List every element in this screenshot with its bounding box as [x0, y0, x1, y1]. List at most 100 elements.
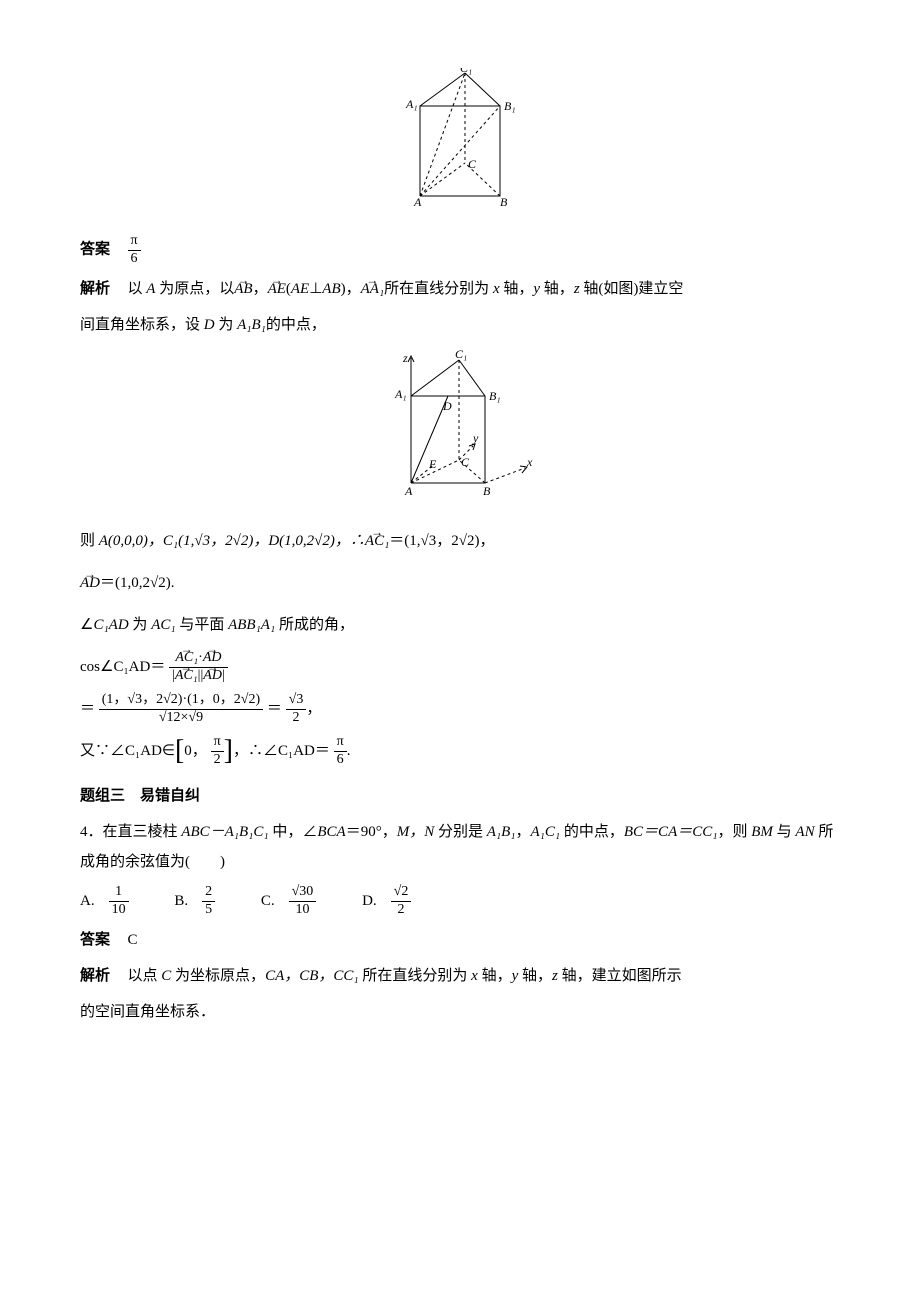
choice-A[interactable]: A.110 — [80, 893, 157, 909]
text: 为原点，以 — [155, 281, 234, 297]
choice-B[interactable]: B.25 — [174, 893, 243, 909]
text: 与 — [773, 824, 796, 840]
axes: CA，CB，CC₁ — [265, 968, 359, 984]
AE: AE — [291, 281, 309, 297]
perp: ⊥ — [309, 281, 322, 297]
svg-text:E: E — [428, 457, 437, 471]
svg-text:A₁: A₁ — [394, 387, 407, 401]
A1B1: A₁B₁ — [487, 824, 516, 840]
text: 又∵∠C₁AD∈ — [80, 743, 175, 759]
points: A(0,0,0)，C₁(1,√3，2√2)，D(1,0,2√2)，∴ — [99, 533, 365, 549]
zero: 0， — [184, 743, 207, 759]
result-frac: √3 2 — [286, 692, 307, 727]
text: 的中点， — [560, 824, 624, 840]
AN: AN — [795, 824, 814, 840]
cos-formula: cos∠C₁AD＝ →AC₁·→AD |→AC₁||→AD| — [80, 649, 840, 685]
text: 为 — [215, 317, 238, 333]
A1C1: A₁C₁ — [531, 824, 561, 840]
text: 所在直线分别为 — [384, 281, 493, 297]
text: 与平面 — [176, 617, 229, 633]
answer-value: C — [128, 932, 138, 948]
text: 为 — [129, 617, 152, 633]
AC1-text: AC₁ — [151, 617, 175, 633]
q4-solution-2: 的空间直角坐标系． — [80, 997, 840, 1027]
plane: ABB₁A₁ — [228, 617, 275, 633]
angle-stmt: ∠C₁AD 为 AC₁ 与平面 ABB₁A₁ 所成的角， — [80, 607, 840, 643]
text: ＝(1,0,2√2). — [100, 575, 174, 591]
text: 的空间直角坐标系． — [80, 1004, 215, 1020]
svg-text:B₁: B₁ — [489, 389, 501, 403]
lhs: cos∠C₁AD＝ — [80, 659, 165, 675]
text: 中，∠ — [269, 824, 318, 840]
answer-line-3: 答案 π6 — [80, 233, 840, 268]
coords-line: 则 A(0,0,0)，C₁(1,√3，2√2)，D(1,0,2√2)，∴→AC₁… — [80, 523, 840, 559]
interval-line: 又∵∠C₁AD∈[0， π 2 ]，∴∠C₁AD＝ π 6 . — [80, 733, 840, 769]
x: x — [471, 968, 478, 984]
svg-text:C₁: C₁ — [455, 348, 467, 361]
vec-AC1: →AC₁ — [365, 533, 389, 549]
text: 在直三棱柱 — [103, 824, 182, 840]
text: 轴， — [540, 281, 574, 297]
text: ， — [516, 824, 531, 840]
text: 所成的角， — [275, 617, 354, 633]
text: 则 — [80, 533, 99, 549]
solution-label: 解析 — [80, 281, 110, 297]
q4-stem: 4．在直三棱柱 ABC－A₁B₁C₁ 中，∠BCA＝90°，M，N 分别是 A₁… — [80, 817, 840, 877]
C: C — [161, 968, 171, 984]
text: 轴， — [500, 281, 534, 297]
x: x — [493, 281, 500, 297]
text: 以 — [128, 281, 147, 297]
text: 间直角坐标系，设 — [80, 317, 204, 333]
figure-prism-2: A B C E A₁ B₁ C₁ D x y z — [80, 348, 840, 509]
svg-text:A₁: A₁ — [405, 97, 418, 111]
answer-value: π6 — [128, 233, 141, 268]
text: 为坐标原点， — [171, 968, 265, 984]
therefore: ，∴∠C₁AD＝ — [233, 743, 330, 759]
pi-over-6: π 6 — [334, 734, 347, 769]
AB: AB — [322, 281, 340, 297]
q4-choices: A.110 B.25 C.√3010 D.√22 — [80, 883, 840, 919]
q4-number: 4． — [80, 824, 103, 840]
svg-text:C₁: C₁ — [460, 68, 472, 75]
text: 所在直线分别为 — [359, 968, 472, 984]
comma: ， — [306, 701, 321, 717]
text: )， — [341, 281, 361, 297]
D: D — [204, 317, 215, 333]
vec-AD: →AD — [80, 575, 100, 591]
answer-label: 答案 — [80, 932, 110, 948]
calc-frac: (1，√3，2√2)·(1，0，2√2) √12×√9 — [99, 692, 263, 727]
svg-text:x: x — [526, 455, 533, 469]
q4-solution: 解析 以点 C 为坐标原点，CA，CB，CC₁ 所在直线分别为 x 轴，y 轴，… — [80, 961, 840, 991]
choice-C[interactable]: C.√3010 — [261, 893, 344, 909]
svg-text:z: z — [402, 351, 408, 365]
svg-text:B: B — [500, 195, 508, 208]
text: 分别是 — [434, 824, 487, 840]
text: ＝90°， — [346, 824, 397, 840]
frac-vectors: →AC₁·→AD |→AC₁||→AD| — [169, 650, 228, 685]
eq2: ＝ — [267, 701, 282, 717]
solution-label: 解析 — [80, 968, 110, 984]
vec-AD-line: →AD＝(1,0,2√2). — [80, 565, 840, 601]
vec-AA1: →AA₁ — [361, 281, 385, 297]
svg-text:B₁: B₁ — [504, 99, 516, 113]
choice-D[interactable]: D.√22 — [362, 893, 439, 909]
period: . — [347, 743, 351, 759]
BM: BM — [751, 824, 773, 840]
text: ＝(1,√3，2√2)， — [389, 533, 494, 549]
C1AD: C₁AD — [93, 617, 128, 633]
svg-text:C: C — [461, 455, 470, 469]
vec-AB: →AB — [234, 281, 252, 297]
q4-answer: 答案 C — [80, 925, 840, 955]
solution-3: 解析 以 A 为原点，以→AB，→AE(AE⊥AB)，→AA₁所在直线分别为 x… — [80, 274, 840, 304]
text: ， — [253, 281, 268, 297]
svg-text:D: D — [442, 399, 452, 413]
cos-calc: ＝ (1，√3，2√2)·(1，0，2√2) √12×√9 ＝ √3 2 ， — [80, 691, 840, 727]
BCA: BCA — [317, 824, 345, 840]
text: 的中点， — [266, 317, 326, 333]
pi-over-2: π 2 — [211, 734, 224, 769]
svg-text:A: A — [404, 484, 413, 498]
text: 轴， — [478, 968, 512, 984]
prism: ABC－A₁B₁C₁ — [181, 824, 268, 840]
text: ，则 — [717, 824, 751, 840]
answer-label: 答案 — [80, 242, 110, 258]
